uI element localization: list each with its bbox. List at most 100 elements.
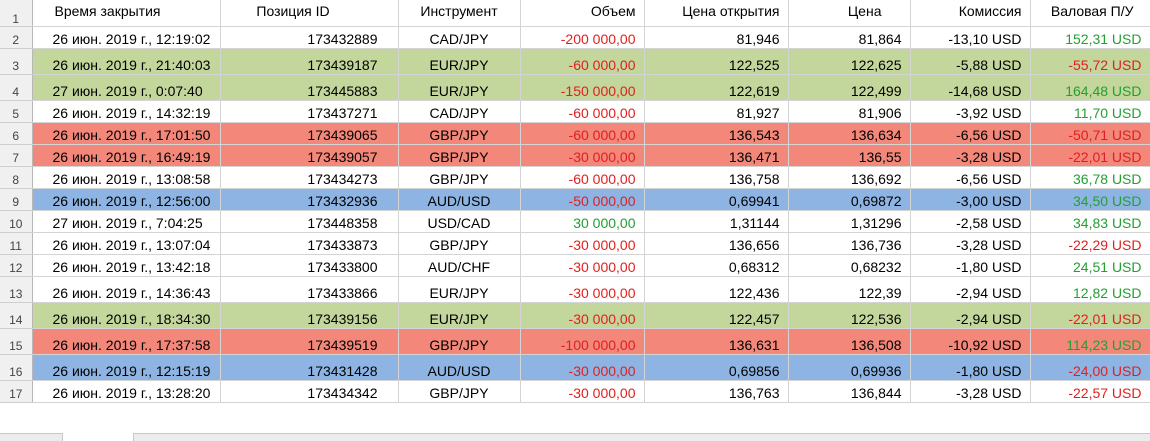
position-id-cell[interactable]: 173433866	[220, 276, 399, 303]
volume-cell[interactable]: -60 000,00	[520, 48, 645, 75]
row-number[interactable]: 9	[0, 188, 33, 211]
price-cell[interactable]: 1,31296	[788, 210, 911, 233]
instrument-cell[interactable]: GBP/JPY	[398, 122, 521, 145]
price-cell[interactable]: 136,508	[788, 328, 911, 355]
position-id-cell[interactable]: 173439187	[220, 48, 399, 75]
gross-pl-cell[interactable]: 34,50 USD	[1030, 188, 1150, 211]
position-id-cell[interactable]: 173431428	[220, 354, 399, 381]
row-number[interactable]: 10	[0, 210, 33, 233]
header-open-price[interactable]: Цена открытия	[644, 0, 789, 27]
row-number[interactable]: 17	[0, 380, 33, 403]
position-id-cell[interactable]: 173445883	[220, 74, 399, 101]
position-id-cell[interactable]: 173432936	[220, 188, 399, 211]
volume-cell[interactable]: -30 000,00	[520, 254, 645, 277]
gross-pl-cell[interactable]: 152,31 USD	[1030, 26, 1150, 49]
close-time-cell[interactable]: 26 июн. 2019 г., 12:15:19	[32, 354, 221, 381]
open-price-cell[interactable]: 136,758	[644, 166, 789, 189]
close-time-cell[interactable]: 26 июн. 2019 г., 17:01:50	[32, 122, 221, 145]
close-time-cell[interactable]: 26 июн. 2019 г., 18:34:30	[32, 302, 221, 329]
gross-pl-cell[interactable]: 34,83 USD	[1030, 210, 1150, 233]
commission-cell[interactable]: -13,10 USD	[910, 26, 1031, 49]
volume-cell[interactable]: 30 000,00	[520, 210, 645, 233]
open-price-cell[interactable]: 1,31144	[644, 210, 789, 233]
header-instrument[interactable]: Инструмент	[398, 0, 521, 27]
row-number[interactable]: 1	[0, 0, 33, 27]
gross-pl-cell[interactable]: -22,01 USD	[1030, 144, 1150, 167]
volume-cell[interactable]: -50 000,00	[520, 188, 645, 211]
instrument-cell[interactable]: EUR/JPY	[398, 74, 521, 101]
close-time-cell[interactable]: 26 июн. 2019 г., 13:07:04	[32, 232, 221, 255]
position-id-cell[interactable]: 173433873	[220, 232, 399, 255]
commission-cell[interactable]: -2,58 USD	[910, 210, 1031, 233]
instrument-cell[interactable]: GBP/JPY	[398, 144, 521, 167]
commission-cell[interactable]: -6,56 USD	[910, 122, 1031, 145]
gross-pl-cell[interactable]: -50,71 USD	[1030, 122, 1150, 145]
position-id-cell[interactable]: 173437271	[220, 100, 399, 123]
open-price-cell[interactable]: 122,619	[644, 74, 789, 101]
row-number[interactable]: 15	[0, 328, 33, 355]
commission-cell[interactable]: -1,80 USD	[910, 354, 1031, 381]
row-number[interactable]: 6	[0, 122, 33, 145]
commission-cell[interactable]: -3,28 USD	[910, 380, 1031, 403]
open-price-cell[interactable]: 81,946	[644, 26, 789, 49]
header-price[interactable]: Цена	[788, 0, 911, 27]
position-id-cell[interactable]: 173432889	[220, 26, 399, 49]
price-cell[interactable]: 122,625	[788, 48, 911, 75]
price-cell[interactable]: 136,692	[788, 166, 911, 189]
row-number[interactable]: 14	[0, 302, 33, 329]
position-id-cell[interactable]: 173439065	[220, 122, 399, 145]
instrument-cell[interactable]: GBP/JPY	[398, 328, 521, 355]
header-commission[interactable]: Комиссия	[910, 0, 1031, 27]
gross-pl-cell[interactable]: -24,00 USD	[1030, 354, 1150, 381]
gross-pl-cell[interactable]: -22,01 USD	[1030, 302, 1150, 329]
instrument-cell[interactable]: CAD/JPY	[398, 100, 521, 123]
commission-cell[interactable]: -5,88 USD	[910, 48, 1031, 75]
row-number[interactable]: 13	[0, 276, 33, 303]
sheet-tab[interactable]	[62, 433, 134, 441]
open-price-cell[interactable]: 0,68312	[644, 254, 789, 277]
close-time-cell[interactable]: 26 июн. 2019 г., 14:36:43	[32, 276, 221, 303]
close-time-cell[interactable]: 27 июн. 2019 г., 7:04:25	[32, 210, 221, 233]
row-number[interactable]: 11	[0, 232, 33, 255]
close-time-cell[interactable]: 26 июн. 2019 г., 12:56:00	[32, 188, 221, 211]
instrument-cell[interactable]: EUR/JPY	[398, 302, 521, 329]
instrument-cell[interactable]: GBP/JPY	[398, 380, 521, 403]
commission-cell[interactable]: -3,28 USD	[910, 144, 1031, 167]
gross-pl-cell[interactable]: -22,29 USD	[1030, 232, 1150, 255]
volume-cell[interactable]: -200 000,00	[520, 26, 645, 49]
header-gross-pl[interactable]: Валовая П/У	[1030, 0, 1150, 27]
row-number[interactable]: 7	[0, 144, 33, 167]
gross-pl-cell[interactable]: 12,82 USD	[1030, 276, 1150, 303]
commission-cell[interactable]: -6,56 USD	[910, 166, 1031, 189]
instrument-cell[interactable]: EUR/JPY	[398, 48, 521, 75]
close-time-cell[interactable]: 26 июн. 2019 г., 21:40:03	[32, 48, 221, 75]
close-time-cell[interactable]: 26 июн. 2019 г., 12:19:02	[32, 26, 221, 49]
open-price-cell[interactable]: 136,543	[644, 122, 789, 145]
price-cell[interactable]: 136,634	[788, 122, 911, 145]
volume-cell[interactable]: -60 000,00	[520, 166, 645, 189]
row-number[interactable]: 8	[0, 166, 33, 189]
open-price-cell[interactable]: 122,525	[644, 48, 789, 75]
volume-cell[interactable]: -30 000,00	[520, 302, 645, 329]
open-price-cell[interactable]: 0,69856	[644, 354, 789, 381]
price-cell[interactable]: 0,69872	[788, 188, 911, 211]
gross-pl-cell[interactable]: 114,23 USD	[1030, 328, 1150, 355]
instrument-cell[interactable]: CAD/JPY	[398, 26, 521, 49]
instrument-cell[interactable]: EUR/JPY	[398, 276, 521, 303]
close-time-cell[interactable]: 26 июн. 2019 г., 16:49:19	[32, 144, 221, 167]
open-price-cell[interactable]: 122,436	[644, 276, 789, 303]
header-volume[interactable]: Объем	[520, 0, 645, 27]
volume-cell[interactable]: -60 000,00	[520, 122, 645, 145]
gross-pl-cell[interactable]: -55,72 USD	[1030, 48, 1150, 75]
open-price-cell[interactable]: 81,927	[644, 100, 789, 123]
gross-pl-cell[interactable]: 36,78 USD	[1030, 166, 1150, 189]
price-cell[interactable]: 122,536	[788, 302, 911, 329]
row-number[interactable]: 5	[0, 100, 33, 123]
price-cell[interactable]: 136,55	[788, 144, 911, 167]
row-number[interactable]: 2	[0, 26, 33, 49]
price-cell[interactable]: 0,69936	[788, 354, 911, 381]
row-number[interactable]: 4	[0, 74, 33, 101]
volume-cell[interactable]: -30 000,00	[520, 144, 645, 167]
volume-cell[interactable]: -30 000,00	[520, 276, 645, 303]
close-time-cell[interactable]: 26 июн. 2019 г., 17:37:58	[32, 328, 221, 355]
